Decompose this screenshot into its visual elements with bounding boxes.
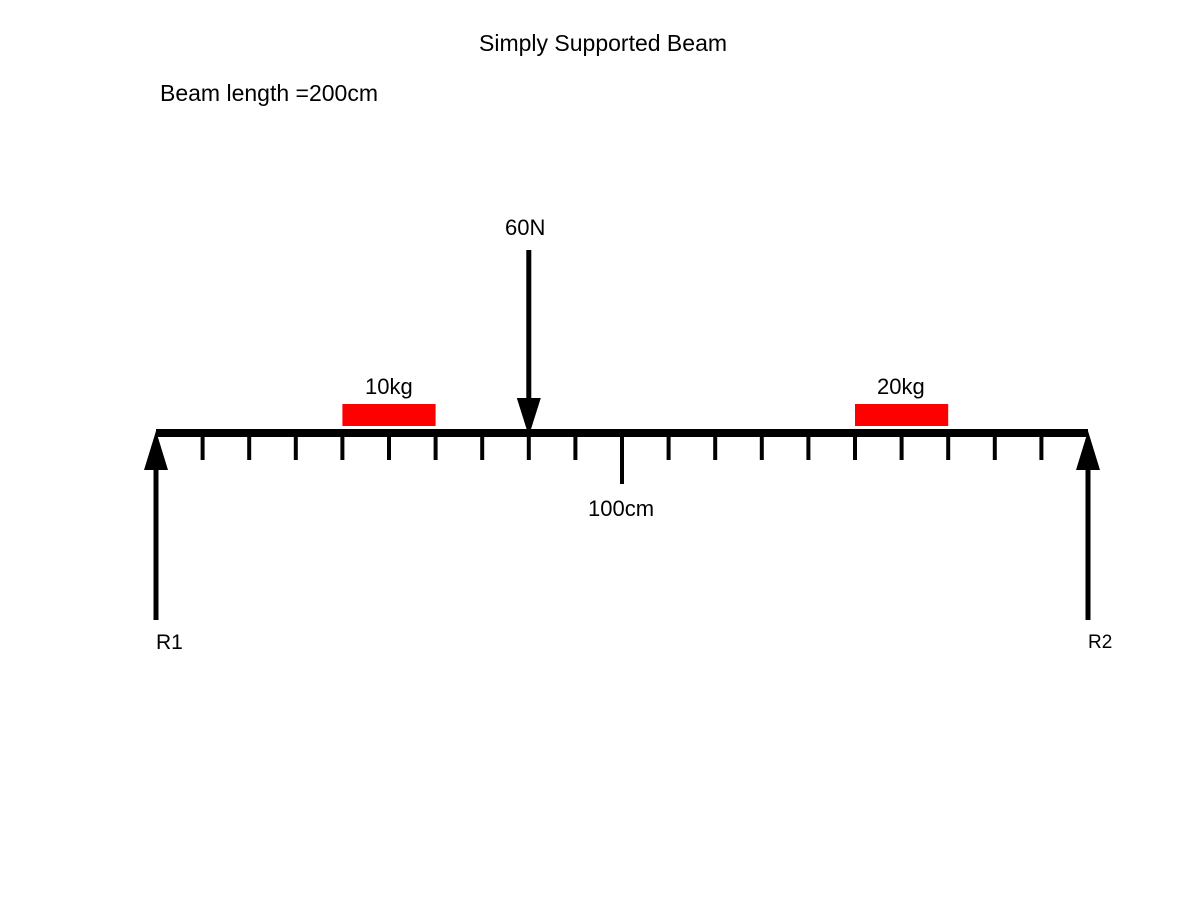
point-force-arrowhead-icon xyxy=(516,398,541,436)
reaction-r2-label: R2 xyxy=(1088,632,1113,653)
point-force-label: 60N xyxy=(505,215,546,240)
beam-ticks xyxy=(200,433,1044,484)
mass-label-10kg: 10kg xyxy=(365,374,413,399)
beam-length-label: Beam length =200cm xyxy=(160,80,378,106)
mass-block-20kg xyxy=(855,404,949,426)
midpoint-label: 100cm xyxy=(588,496,655,521)
mass-label-20kg: 20kg xyxy=(877,374,925,399)
reaction-r1-label: R1 xyxy=(156,631,183,654)
diagram-title: Simply Supported Beam xyxy=(479,30,728,56)
reaction-r2-arrowhead-icon xyxy=(1076,431,1100,470)
mass-block-10kg xyxy=(342,404,436,426)
reaction-r1-arrowhead-icon xyxy=(144,431,168,470)
